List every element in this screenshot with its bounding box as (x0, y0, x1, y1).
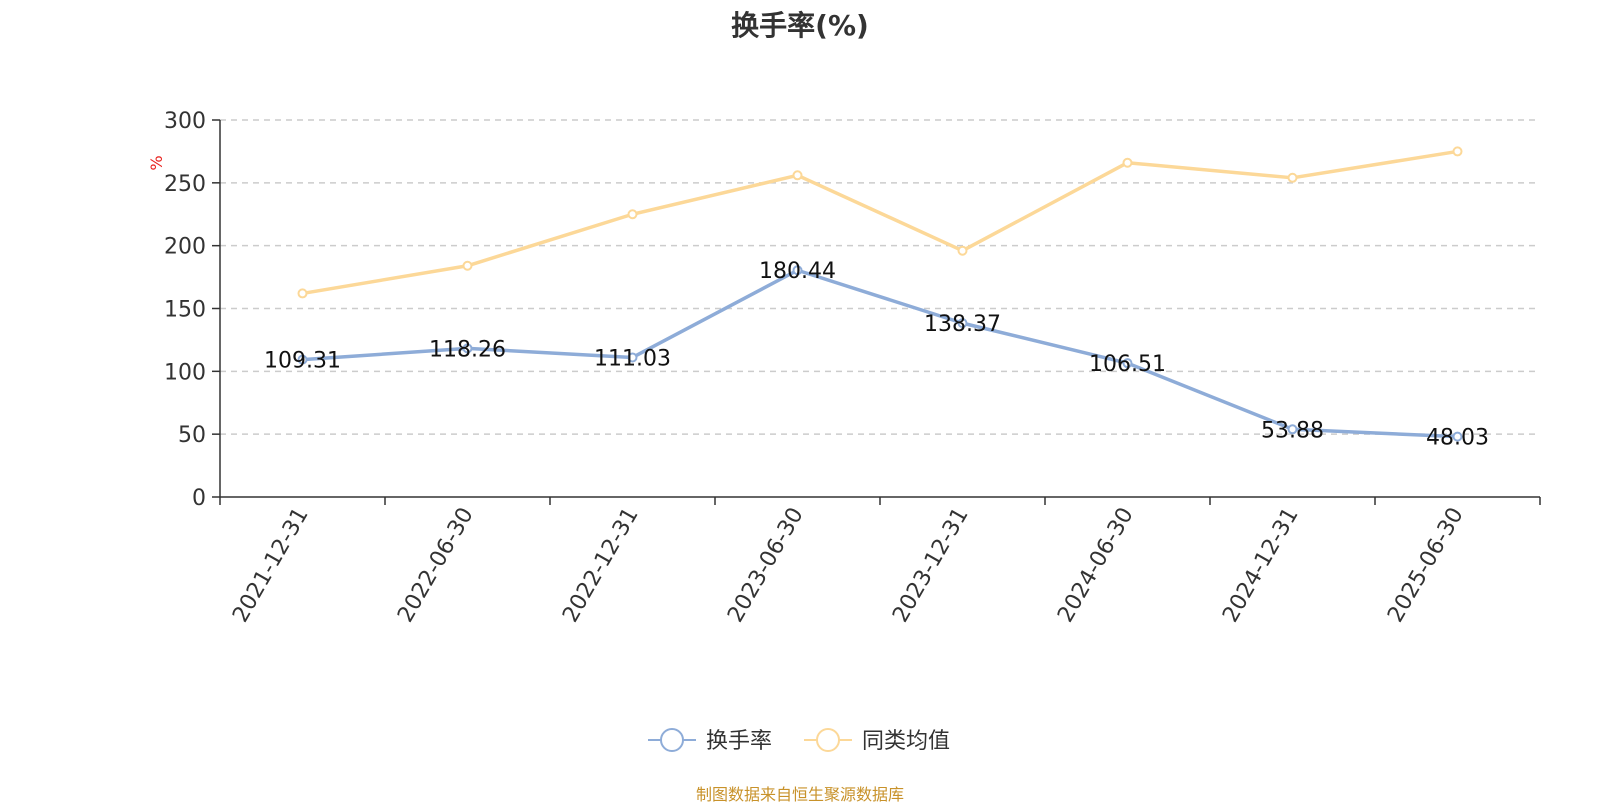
x-tick-label: 2022-12-31 (558, 504, 644, 627)
data-label: 109.31 (264, 349, 341, 374)
data-point (1452, 431, 1463, 442)
legend-marker (816, 728, 840, 752)
legend-label: 同类均值 (862, 729, 950, 754)
legend-item[interactable]: 换手率 (648, 728, 772, 754)
data-label: 48.03 (1426, 426, 1489, 451)
data-point (792, 265, 803, 276)
data-point (1287, 172, 1298, 183)
x-tick-label: 2023-06-30 (723, 504, 809, 627)
x-tick-label: 2025-06-30 (1383, 504, 1469, 627)
y-tick-label: 100 (164, 360, 206, 385)
y-axis-label: % (147, 155, 166, 170)
data-point (1452, 146, 1463, 157)
legend-marker (660, 728, 684, 752)
data-point (1122, 358, 1133, 369)
data-label: 53.88 (1261, 418, 1324, 443)
data-label: 138.37 (924, 312, 1001, 337)
data-point (297, 354, 308, 365)
data-point (957, 245, 968, 256)
y-tick-label: 300 (164, 109, 206, 134)
data-point (1122, 157, 1133, 168)
data-point (462, 343, 473, 354)
data-point (1287, 424, 1298, 435)
data-point (792, 170, 803, 181)
y-tick-label: 50 (178, 423, 206, 448)
data-point (297, 288, 308, 299)
x-tick-label: 2023-12-31 (888, 504, 974, 627)
source-note: 制图数据来自恒生聚源数据库 (695, 785, 904, 804)
legend[interactable]: 换手率 同类均值 (648, 728, 950, 754)
x-tick-label: 2024-12-31 (1218, 504, 1304, 627)
data-point (462, 260, 473, 271)
y-tick-label: 250 (164, 172, 206, 197)
data-labels: 109.31 118.26 111.03 180.44 138.37 106.51 53.8… (264, 259, 1489, 450)
legend-item[interactable]: 同类均值 (804, 728, 950, 754)
data-point (627, 209, 638, 220)
x-tick-label: 2022-06-30 (393, 504, 479, 627)
series-line-1 (302, 149, 1458, 296)
y-tick-label: 0 (192, 486, 206, 511)
data-label: 111.03 (594, 346, 671, 371)
chart-title: 换手率(%) (731, 9, 869, 42)
series (297, 146, 1463, 442)
series-line-0 (302, 268, 1458, 439)
data-point (627, 352, 638, 363)
data-label: 180.44 (759, 259, 836, 284)
y-tick-label: 150 (164, 298, 206, 323)
data-label: 106.51 (1089, 352, 1166, 377)
legend-label: 换手率 (706, 729, 772, 754)
axes: 0 50 100 150 200 250 300% 2021-12-31 2022-06-30 2… (147, 109, 1541, 627)
x-tick-label: 2024-06-30 (1053, 504, 1139, 627)
data-label: 118.26 (429, 337, 506, 362)
x-tick-label: 2021-12-31 (228, 504, 314, 627)
line-chart: 0 50 100 150 200 250 300% 2021-12-31 2022-06-30 2… (147, 109, 1541, 754)
data-point (957, 318, 968, 329)
grid-lines (220, 119, 1540, 435)
y-tick-label: 200 (164, 235, 206, 260)
